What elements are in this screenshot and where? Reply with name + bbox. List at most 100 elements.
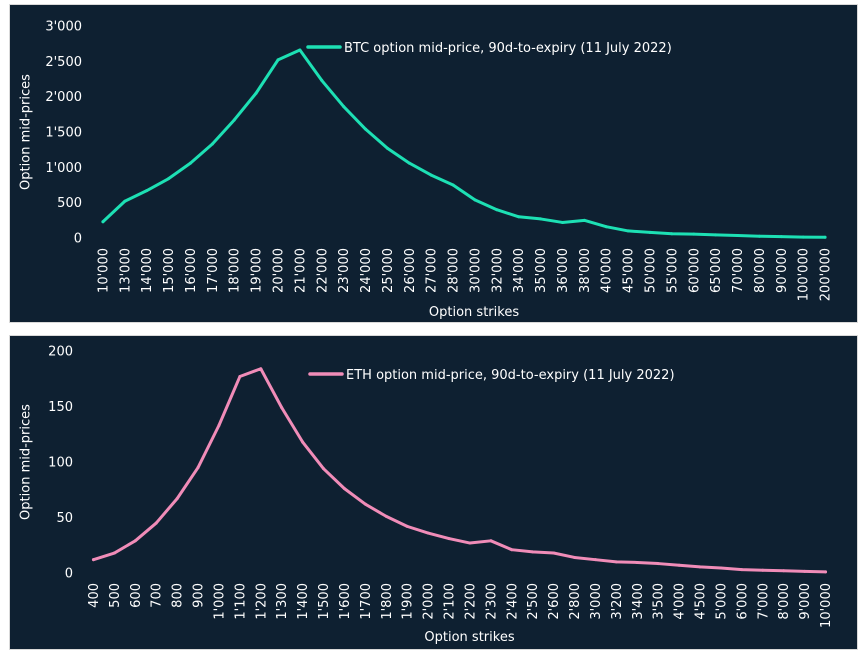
eth-data-point — [719, 566, 723, 570]
btc-data-point — [276, 58, 280, 62]
btc-x-tick-label: 24'000 — [359, 248, 374, 293]
btc-x-tick-label: 28'000 — [447, 248, 462, 293]
btc-data-point — [254, 91, 258, 95]
btc-x-tick-label: 23'000 — [337, 248, 352, 293]
eth-x-tick-label: 1'700 — [359, 583, 374, 620]
btc-x-tick-label: 19'000 — [250, 248, 265, 293]
eth-legend: ETH option mid-price, 90d-to-expiry (11 … — [308, 368, 675, 383]
eth-chart-panel: 0 50 100 150 200 400 500 600 700 800 900 1'000 1'100… — [9, 335, 858, 650]
eth-x-tick-label: 3'000 — [589, 583, 604, 620]
eth-x-tick-label: 600 — [129, 583, 144, 608]
btc-x-tick-label: 20'000 — [272, 248, 287, 293]
eth-data-point — [259, 367, 263, 371]
btc-x-tick-label: 15'000 — [162, 248, 177, 293]
btc-data-point — [364, 127, 368, 131]
btc-legend: BTC option mid-price, 90d-to-expiry (11 … — [306, 41, 672, 56]
btc-data-point — [123, 199, 127, 203]
btc-data-point — [167, 177, 171, 181]
btc-x-tick-label: 25'000 — [381, 248, 396, 293]
eth-y-tick-label: 100 — [48, 456, 73, 471]
eth-data-point — [635, 560, 639, 564]
btc-data-point — [517, 215, 521, 219]
btc-x-tick-label: 10'000 — [96, 248, 111, 293]
btc-data-point — [626, 229, 630, 233]
btc-data-point — [429, 173, 433, 177]
btc-data-point — [407, 161, 411, 165]
eth-x-tick-label: 3'400 — [631, 583, 646, 620]
btc-x-tick-label: 65'000 — [709, 248, 724, 293]
eth-x-tick-label: 1'000 — [212, 583, 227, 620]
eth-data-point — [280, 406, 284, 410]
btc-x-tick-label: 34'000 — [512, 248, 527, 293]
eth-x-tick-label: 900 — [192, 583, 207, 608]
btc-data-point — [779, 235, 783, 239]
btc-data-point — [582, 218, 586, 222]
btc-x-tick-label: 32'000 — [490, 248, 505, 293]
btc-y-tick-label: 2'500 — [45, 55, 82, 70]
eth-chart: 0 50 100 150 200 400 500 600 700 800 900 1'000 1'100… — [19, 345, 835, 646]
btc-data-point — [101, 220, 105, 224]
eth-data-point — [803, 569, 807, 573]
btc-chart: 0 500 1'000 1'500 2'000 2'500 3'000 10'000 13'00… — [19, 20, 834, 321]
eth-data-point — [468, 541, 472, 545]
btc-legend-label: BTC option mid-price, 90d-to-expiry (11 … — [344, 41, 672, 56]
eth-data-point — [489, 539, 493, 543]
eth-data-point — [363, 502, 367, 506]
eth-x-tick-label: 2'800 — [568, 583, 583, 620]
btc-x-tick-label: 50'000 — [644, 248, 659, 293]
eth-data-point — [426, 531, 430, 535]
eth-y-tick-label: 200 — [48, 345, 73, 360]
eth-data-point — [614, 560, 618, 564]
btc-data-point — [692, 232, 696, 236]
eth-data-point — [238, 375, 242, 379]
eth-x-tick-label: 2'200 — [463, 583, 478, 620]
eth-data-point — [154, 521, 158, 525]
eth-x-tick-label: 1'500 — [317, 583, 332, 620]
btc-data-point — [385, 146, 389, 150]
eth-data-point — [384, 514, 388, 518]
eth-data-point — [447, 537, 451, 541]
eth-data-point — [405, 524, 409, 528]
btc-x-tick-label: 26'000 — [403, 248, 418, 293]
eth-x-tick-label: 5'000 — [714, 583, 729, 620]
btc-data-point — [714, 233, 718, 237]
btc-data-point — [145, 189, 149, 193]
btc-data-point — [451, 183, 455, 187]
eth-x-tick-label: 2'500 — [526, 583, 541, 620]
btc-x-tick-label: 36'000 — [556, 248, 571, 293]
btc-x-tick-label: 45'000 — [622, 248, 637, 293]
btc-x-tick-label: 40'000 — [600, 248, 615, 293]
btc-x-tick-label: 18'000 — [228, 248, 243, 293]
eth-data-point — [322, 467, 326, 471]
btc-data-point — [188, 161, 192, 165]
btc-data-point — [298, 48, 302, 52]
eth-x-tick-label: 2'000 — [422, 583, 437, 620]
btc-x-tick-label: 35'000 — [534, 248, 549, 293]
btc-data-point — [232, 118, 236, 122]
eth-data-point — [510, 548, 514, 552]
btc-data-point — [320, 78, 324, 82]
eth-data-point — [196, 466, 200, 470]
btc-x-tick-label: 80'000 — [753, 248, 768, 293]
eth-data-point — [301, 440, 305, 444]
eth-x-tick-label: 3'200 — [610, 583, 625, 620]
btc-x-tick-label: 100'000 — [797, 248, 812, 301]
eth-data-point — [824, 570, 828, 574]
eth-data-point — [593, 558, 597, 562]
eth-x-tick-label: 800 — [171, 583, 186, 608]
btc-y-tick-label: 500 — [57, 196, 82, 211]
btc-x-tick-label: 14'000 — [140, 248, 155, 293]
btc-data-point — [473, 198, 477, 202]
eth-x-tick-label: 1'900 — [401, 583, 416, 620]
btc-series-line — [101, 48, 827, 239]
btc-x-tick-label: 60'000 — [687, 248, 702, 293]
eth-legend-label: ETH option mid-price, 90d-to-expiry (11 … — [346, 368, 675, 383]
btc-x-tick-label: 38'000 — [578, 248, 593, 293]
btc-y-tick-label: 1'000 — [45, 161, 82, 176]
eth-data-point — [740, 568, 744, 572]
btc-data-point — [648, 230, 652, 234]
eth-x-tick-label: 500 — [108, 583, 123, 608]
eth-data-point — [217, 423, 221, 427]
eth-x-tick-label: 9'000 — [798, 583, 813, 620]
btc-y-tick-label: 3'000 — [45, 20, 82, 35]
